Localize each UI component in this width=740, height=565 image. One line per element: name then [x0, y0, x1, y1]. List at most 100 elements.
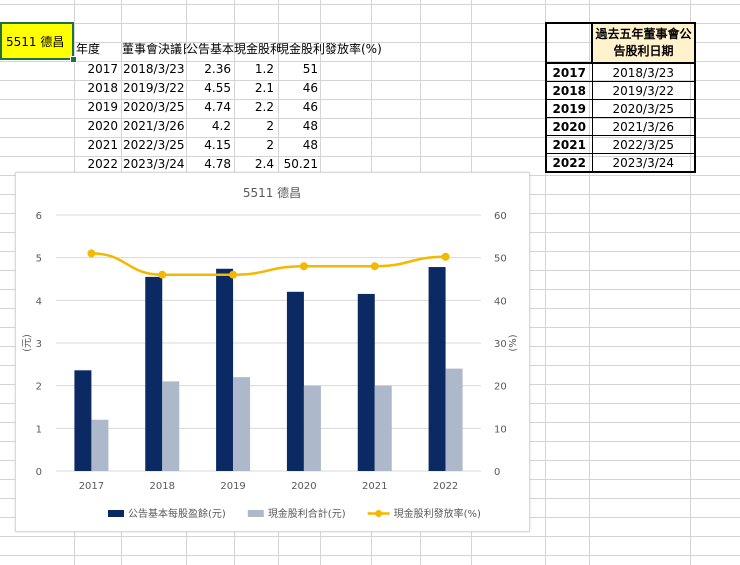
fill-handle[interactable] — [70, 56, 77, 63]
bar-cash-dividend — [374, 385, 392, 471]
eps-cell[interactable]: 4.2 — [211, 119, 231, 133]
eps-cell[interactable]: 4.55 — [204, 81, 231, 95]
bar-eps — [216, 268, 234, 471]
left-axis-tick: 0 — [36, 467, 42, 478]
cash-dividend-cell[interactable]: 2 — [266, 119, 274, 133]
bar-cash-dividend — [162, 381, 180, 471]
board-date-cell[interactable]: 2023/3/24 — [123, 157, 185, 171]
year-cell[interactable]: 2021 — [87, 138, 118, 152]
legend-swatch — [108, 510, 124, 517]
right-axis-tick: 30 — [494, 339, 507, 350]
left-axis-tick: 1 — [36, 424, 42, 435]
board-date-cell[interactable]: 2020/3/25 — [123, 100, 185, 114]
year-cell[interactable]: 2017 — [87, 62, 118, 76]
summary-title[interactable]: 過去五年董事會公 告股利日期 — [591, 22, 696, 64]
eps-cell[interactable]: 4.78 — [204, 157, 231, 171]
summary-year[interactable]: 2019 — [545, 99, 593, 118]
year-cell[interactable]: 2020 — [87, 119, 118, 133]
summary-date[interactable]: 2023/3/24 — [591, 153, 696, 173]
summary-date[interactable]: 2021/3/26 — [591, 117, 696, 136]
bar-cash-dividend — [233, 377, 251, 471]
selected-cell-name[interactable]: 5511 德昌 — [0, 22, 74, 60]
summary-title-line2: 告股利日期 — [613, 44, 674, 58]
payout-ratio-line — [91, 252, 446, 276]
legend-entry: 公告基本每股盈餘(元) — [128, 507, 226, 520]
summary-year[interactable]: 2020 — [545, 117, 593, 136]
year-cell[interactable]: 2018 — [87, 81, 118, 95]
board-date-cell[interactable]: 2021/3/26 — [123, 119, 185, 133]
payout-ratio-cell[interactable]: 48 — [302, 119, 318, 133]
summary-corner[interactable] — [545, 22, 593, 64]
left-axis-tick: 5 — [36, 254, 42, 265]
header-cash-dividend[interactable]: 現金股利 — [234, 42, 278, 56]
header-eps[interactable]: 公告基本 — [186, 42, 234, 56]
left-axis-tick: 3 — [36, 339, 42, 350]
payout-ratio-cell[interactable]: 48 — [302, 138, 318, 152]
payout-ratio-point — [370, 262, 379, 271]
summary-date[interactable]: 2019/3/22 — [591, 81, 696, 100]
category-tick: 2020 — [291, 481, 316, 492]
cash-dividend-cell[interactable]: 2 — [266, 138, 274, 152]
category-tick: 2022 — [433, 481, 458, 492]
eps-cell[interactable]: 4.74 — [204, 100, 231, 114]
payout-ratio-point — [441, 252, 450, 261]
left-axis-tick: 4 — [36, 296, 42, 307]
right-axis-tick: 10 — [494, 424, 507, 435]
bar-cash-dividend — [91, 419, 109, 471]
summary-date[interactable]: 2018/3/23 — [591, 62, 696, 82]
summary-date[interactable]: 2022/3/25 — [591, 135, 696, 154]
bar-eps — [357, 293, 375, 471]
category-tick: 2018 — [150, 481, 175, 492]
left-axis-tick: 6 — [36, 211, 42, 222]
right-axis-tick: 50 — [494, 254, 507, 265]
summary-year[interactable]: 2017 — [545, 62, 593, 82]
summary-date[interactable]: 2020/3/25 — [591, 99, 696, 118]
combo-chart[interactable]: 5511 德昌 0 1 2 3 4 5 6 0 10 20 30 40 50 60 (元) (%) 2017 201… — [15, 172, 530, 532]
legend-entry: 現金股利合計(元) — [268, 507, 346, 520]
bar-eps — [428, 267, 446, 471]
cash-dividend-cell[interactable]: 1.2 — [254, 62, 274, 76]
cash-dividend-cell[interactable]: 2.1 — [254, 81, 274, 95]
summary-year[interactable]: 2018 — [545, 81, 593, 100]
right-axis-tick: 40 — [494, 296, 507, 307]
board-date-cell[interactable]: 2019/3/22 — [123, 81, 185, 95]
chart-title: 5511 德昌 — [243, 185, 301, 200]
dividend-date-summary: 過去五年董事會公 告股利日期 2017 2018/3/23 2018 2019/3/2… — [545, 22, 696, 173]
legend-swatch-marker — [375, 510, 383, 517]
payout-ratio-cell[interactable]: 50.21 — [283, 157, 318, 171]
category-tick: 2017 — [79, 481, 104, 492]
payout-ratio-cell[interactable]: 46 — [302, 81, 318, 95]
header-year[interactable]: 年度 — [76, 42, 101, 56]
payout-ratio-cell[interactable]: 46 — [302, 100, 318, 114]
board-date-cell[interactable]: 2018/3/23 — [123, 62, 185, 76]
bar-eps — [286, 291, 304, 471]
eps-cell[interactable]: 4.15 — [204, 138, 231, 152]
board-date-cell[interactable]: 2022/3/25 — [123, 138, 185, 152]
bar-eps — [74, 370, 92, 471]
payout-ratio-cell[interactable]: 51 — [302, 62, 318, 76]
stock-name-label: 5511 德昌 — [6, 35, 65, 49]
summary-year[interactable]: 2021 — [545, 135, 593, 154]
payout-ratio-point — [87, 249, 96, 258]
eps-cell[interactable]: 2.36 — [204, 62, 231, 76]
payout-ratio-point — [158, 270, 167, 279]
cash-dividend-cell[interactable]: 2.2 — [254, 100, 274, 114]
bar-cash-dividend — [445, 368, 463, 471]
legend-swatch — [247, 510, 264, 517]
summary-year[interactable]: 2022 — [545, 153, 593, 173]
cash-dividend-cell[interactable]: 2.4 — [254, 157, 274, 171]
left-axis-label: (元) — [22, 334, 33, 352]
summary-title-line1: 過去五年董事會公 — [595, 27, 692, 41]
right-axis-tick: 0 — [494, 467, 500, 478]
year-cell[interactable]: 2022 — [87, 157, 118, 171]
bar-cash-dividend — [303, 385, 321, 471]
year-cell[interactable]: 2019 — [87, 100, 118, 114]
left-axis-tick: 2 — [36, 382, 42, 393]
right-axis-tick: 60 — [494, 211, 507, 222]
payout-ratio-point — [299, 262, 308, 271]
right-axis-label: (%) — [508, 334, 519, 351]
header-board-date[interactable]: 董事會決議日 — [122, 42, 186, 56]
category-tick: 2021 — [362, 481, 387, 492]
header-payout-ratio[interactable]: 現金股利發放率(%) — [277, 42, 382, 56]
